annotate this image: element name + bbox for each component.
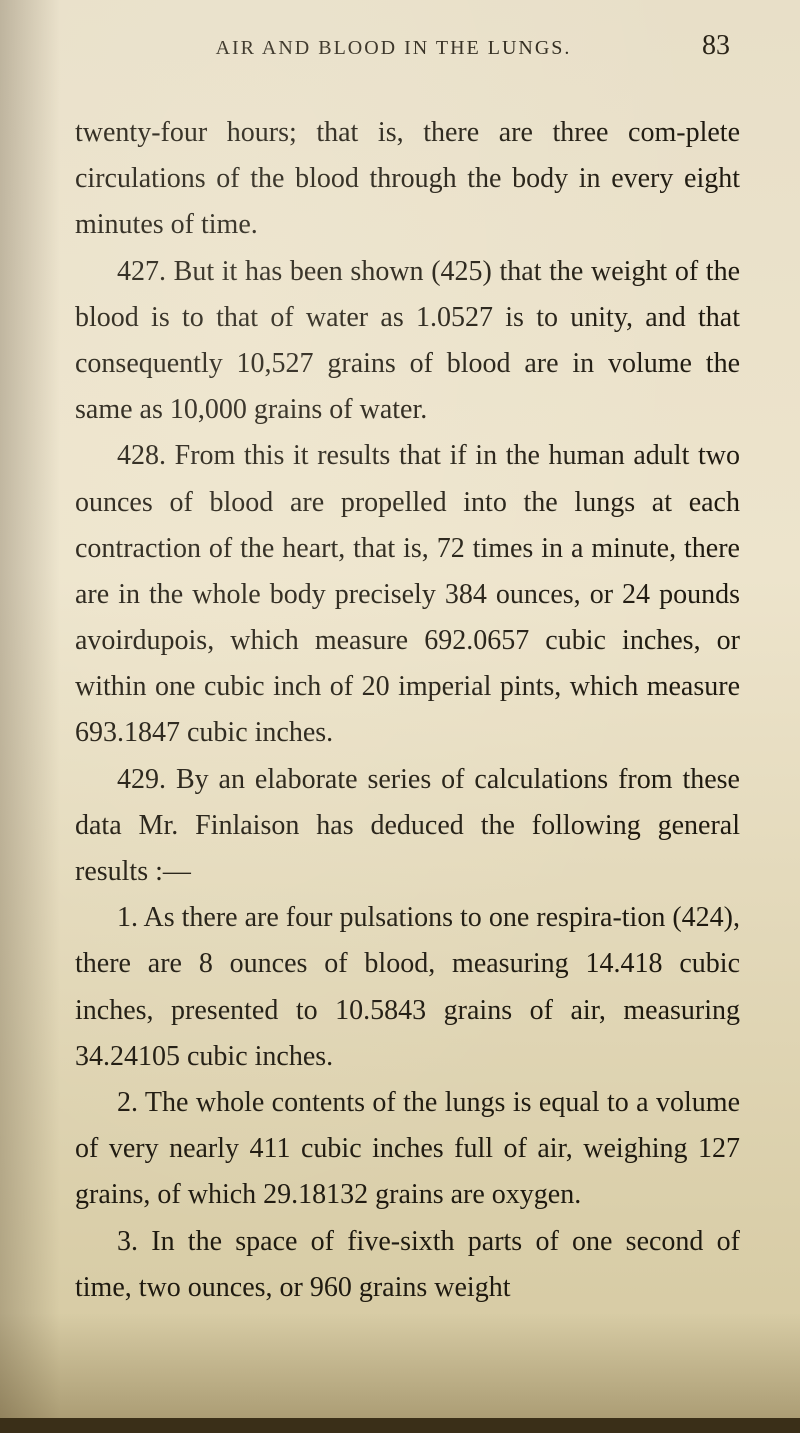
paragraph: 3. In the space of five-sixth parts of o… — [75, 1219, 740, 1311]
paragraph: 2. The whole contents of the lungs is eq… — [75, 1080, 740, 1219]
paragraph: 428. From this it results that if in the… — [75, 433, 740, 756]
paragraph: 427. But it has been shown (425) that th… — [75, 249, 740, 434]
paragraph: 429. By an elaborate series of calculati… — [75, 757, 740, 896]
paragraph: 1. As there are four pulsations to one r… — [75, 895, 740, 1080]
page-number: 83 — [702, 30, 730, 62]
body-text: twenty-four hours; that is, there are th… — [75, 110, 740, 1311]
running-title: AIR AND BLOOD IN THE LUNGS. — [85, 37, 702, 60]
page-header: AIR AND BLOOD IN THE LUNGS. 83 — [75, 30, 740, 62]
paragraph: twenty-four hours; that is, there are th… — [75, 110, 740, 249]
bottom-edge — [0, 1418, 800, 1433]
page-content: AIR AND BLOOD IN THE LUNGS. 83 twenty-fo… — [0, 0, 800, 1341]
